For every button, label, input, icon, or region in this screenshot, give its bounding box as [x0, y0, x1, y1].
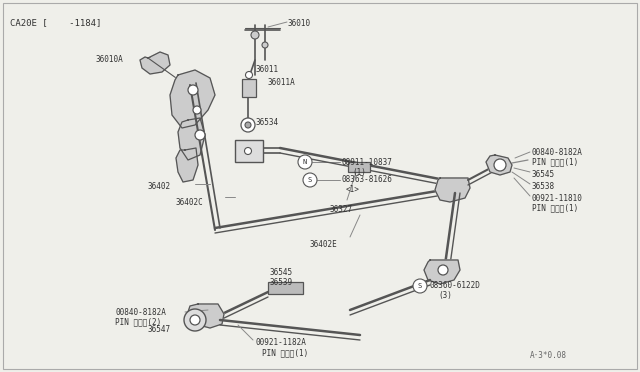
Text: 36402C: 36402C: [175, 198, 203, 207]
Circle shape: [246, 71, 253, 78]
Circle shape: [494, 159, 506, 171]
Text: 36010: 36010: [288, 19, 311, 28]
Text: 08911-10837: 08911-10837: [342, 158, 393, 167]
Text: 36011: 36011: [255, 65, 278, 74]
Bar: [268, 282, 303, 294]
Bar: [235, 140, 263, 162]
Text: PIN ビン(1): PIN ビン(1): [532, 203, 579, 212]
Circle shape: [262, 42, 268, 48]
Circle shape: [195, 130, 205, 140]
Text: 08363-81626: 08363-81626: [342, 175, 393, 184]
Text: 00921-1182A: 00921-1182A: [255, 338, 306, 347]
Circle shape: [188, 85, 198, 95]
Text: 36402E: 36402E: [310, 240, 338, 249]
Text: 36402: 36402: [148, 182, 171, 191]
Polygon shape: [176, 148, 198, 182]
Polygon shape: [178, 118, 205, 160]
Text: N: N: [303, 159, 307, 165]
Circle shape: [245, 122, 251, 128]
Text: 36534: 36534: [255, 118, 278, 127]
Circle shape: [190, 315, 200, 325]
Text: PIN ビン(1): PIN ビン(1): [262, 348, 308, 357]
Text: S: S: [418, 283, 422, 289]
Text: PIN ビン(2): PIN ビン(2): [115, 317, 161, 326]
Circle shape: [303, 173, 317, 187]
Text: (3): (3): [438, 291, 452, 300]
Text: <1>: <1>: [346, 185, 360, 194]
Bar: [348, 162, 370, 172]
Circle shape: [193, 106, 201, 114]
Polygon shape: [170, 70, 215, 128]
Text: CA20E [    -1184]: CA20E [ -1184]: [10, 18, 101, 27]
Text: S: S: [308, 177, 312, 183]
Polygon shape: [424, 260, 460, 284]
Text: 36545: 36545: [270, 268, 293, 277]
Text: 00921-11810: 00921-11810: [532, 194, 583, 203]
Text: 36539: 36539: [270, 278, 293, 287]
Text: 36538: 36538: [532, 182, 555, 191]
Circle shape: [244, 148, 252, 154]
Text: 36010A: 36010A: [95, 55, 123, 64]
Circle shape: [184, 309, 206, 331]
Bar: [242, 79, 256, 97]
Text: 08360-6122D: 08360-6122D: [430, 281, 481, 290]
Polygon shape: [486, 155, 512, 175]
Polygon shape: [435, 178, 470, 202]
Polygon shape: [140, 52, 170, 74]
Text: 36547: 36547: [148, 325, 171, 334]
Circle shape: [298, 155, 312, 169]
Circle shape: [251, 31, 259, 39]
Text: A·3*0.08: A·3*0.08: [530, 351, 567, 360]
Text: 00840-8182A: 00840-8182A: [532, 148, 583, 157]
Text: 36327: 36327: [330, 205, 353, 214]
Text: (1): (1): [352, 168, 366, 177]
Text: 36545: 36545: [532, 170, 555, 179]
Circle shape: [438, 265, 448, 275]
Text: PIN ビン(1): PIN ビン(1): [532, 157, 579, 166]
Text: 00840-8182A: 00840-8182A: [115, 308, 166, 317]
Text: 36011A: 36011A: [268, 78, 296, 87]
Circle shape: [413, 279, 427, 293]
Circle shape: [241, 118, 255, 132]
Polygon shape: [188, 304, 224, 328]
